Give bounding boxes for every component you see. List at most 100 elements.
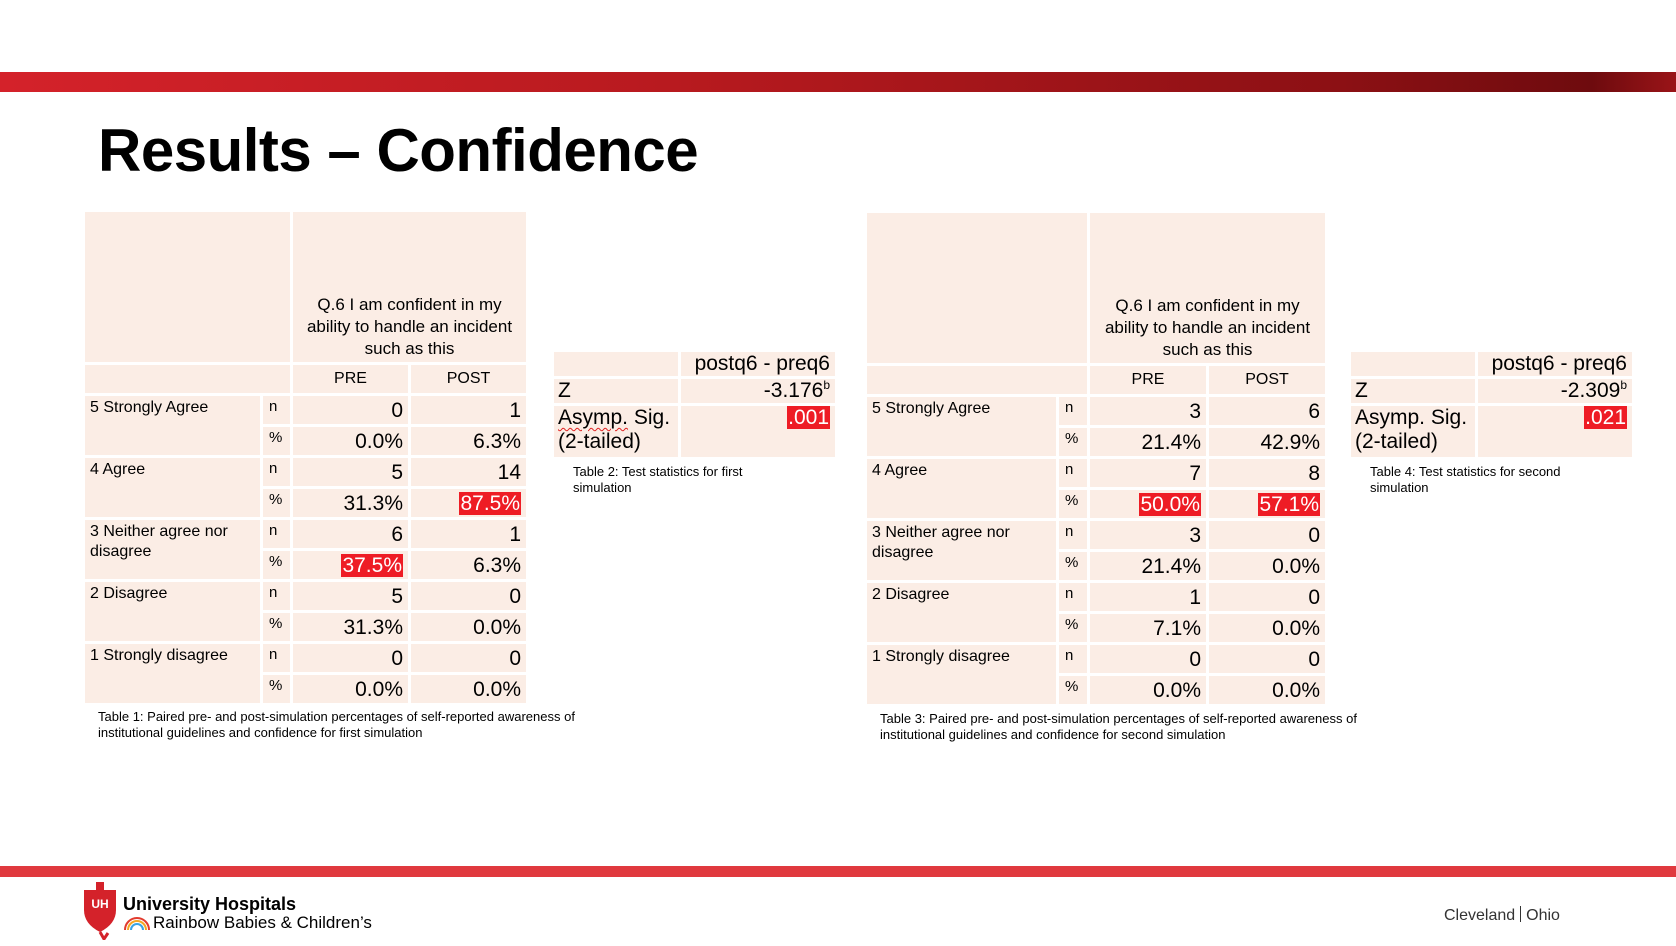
count-cell: 5 [290,579,411,613]
table-row: 1 Strongly disagree n 0 0 [82,641,530,706]
sig-label-tail: (2-tailed) [1355,430,1438,453]
category-label: 3 Neither agree nor disagree [82,517,263,582]
footer-accent-bar [0,866,1676,877]
unit-label: % [260,548,293,582]
table-1-caption: Table 1: Paired pre- and post-simulation… [98,709,575,740]
table-row: 5 Strongly Agree n 3 6 [864,394,1329,459]
unit-label: % [1056,549,1090,583]
org-name: University Hospitals [123,894,297,914]
category-label: 5 Strongly Agree [864,394,1059,459]
unit-label: % [1056,425,1090,459]
question-header: Q.6 I am confident in my ability to hand… [1086,210,1329,366]
col-post-header: POST [1205,363,1329,397]
percent-cell: 21.4% [1087,549,1209,583]
percent-cell: 0.0% [1205,611,1329,645]
count-cell: 0 [290,641,411,675]
highlighted-value: 37.5% [341,554,403,577]
table-3-caption: Table 3: Paired pre- and post-simulation… [880,711,1357,742]
category-label: 1 Strongly disagree [864,642,1059,707]
table-row: 2 Disagree n 1 0 [864,580,1329,645]
unit-label: % [260,424,293,458]
percent-cell: 0.0% [407,672,530,706]
table-row: 2 Disagree n 5 0 [82,579,530,644]
category-label: 1 Strongly disagree [82,641,263,706]
highlighted-value: 87.5% [459,492,522,515]
table-row: % 50.0% 57.1% [866,487,1329,521]
unit-label: n [1056,580,1090,614]
category-label: 2 Disagree [82,579,263,644]
table-2-test-statistics: postq6 - preq6 Z -3.176b Asymp. Sig. (2-t… [551,349,838,460]
count-cell: 0 [407,579,530,613]
footnote-marker: b [823,378,830,392]
table-row: 4 Agree n 5 14 [82,455,530,520]
unit-label: % [260,610,293,644]
unit-label: % [260,672,293,706]
table-row: % 21.4% 42.9% [866,425,1329,459]
category-label: 2 Disagree [864,580,1059,645]
table-header-blank [82,209,293,365]
percent-cell: 0.0% [1205,549,1329,583]
count-cell: 6 [290,517,411,551]
table-1-frequency: Q.6 I am confident in my ability to hand… [82,209,530,706]
count-cell: 0 [407,641,530,675]
table-row: 4 Agree n 7 8 [864,456,1329,521]
percent-cell: 6.3% [407,424,530,458]
z-value-cell: -2.309b [1475,376,1635,406]
question-header: Q.6 I am confident in my ability to hand… [289,209,530,365]
sig-label-cell: Asymp. Sig. (2-tailed) [551,403,681,460]
percent-cell: 0.0% [1087,673,1209,707]
z-label: Z [1348,376,1478,406]
percent-cell: 31.3% [290,610,411,644]
percent-cell: 0.0% [407,610,530,644]
count-cell: 0 [1205,642,1329,676]
count-cell: 0 [1205,580,1329,614]
table-header-blank [82,362,293,396]
unit-label: % [1056,611,1090,645]
percent-cell: 0.0% [290,424,411,458]
rainbow-icon [124,917,150,930]
percent-cell: 42.9% [1205,425,1329,459]
count-cell: 5 [290,455,411,489]
count-cell: 7 [1087,456,1209,490]
footnote-marker: b [1620,378,1627,392]
location-divider [1520,906,1522,922]
unit-label: n [1056,642,1090,676]
table-row: % 0.0% 0.0% [866,673,1329,707]
table-row: 5 Strongly Agree n 0 1 [82,393,530,458]
table-4-test-statistics: postq6 - preq6 Z -2.309b Asymp. Sig. (2-t… [1348,349,1635,460]
percent-cell: 31.3% [290,486,411,520]
stat-header-blank [1348,349,1478,379]
stat-header: postq6 - preq6 [1475,349,1635,379]
unit-label: % [1056,487,1090,521]
sig-label-word: Asymp. [1355,406,1426,430]
table-2-caption: Table 2: Test statistics for first simul… [573,464,743,495]
unit-label: n [1056,456,1090,490]
col-pre-header: PRE [1087,363,1209,397]
table-row: % 37.5% 6.3% [84,548,530,582]
sig-value: .001 [787,406,830,429]
table-row: % 31.3% 87.5% [84,486,530,520]
logo-mark-text: UH [91,897,108,911]
table-row: 3 Neither agree nor disagree n 3 0 [864,518,1329,583]
table-row: 3 Neither agree nor disagree n 6 1 [82,517,530,582]
z-label: Z [551,376,681,406]
category-label: 4 Agree [864,456,1059,521]
percent-cell: 6.3% [407,548,530,582]
count-cell: 0 [1087,642,1209,676]
sig-label-word: Sig. [1430,406,1468,430]
table-3-frequency: Q.6 I am confident in my ability to hand… [864,210,1329,707]
table-row: % 31.3% 0.0% [84,610,530,644]
table-row: 1 Strongly disagree n 0 0 [864,642,1329,707]
count-cell: 1 [1087,580,1209,614]
org-subname: Rainbow Babies & Children’s [153,913,372,932]
count-cell: 0 [290,393,411,427]
count-cell: 14 [407,455,530,489]
sig-value: .021 [1584,406,1627,429]
category-label: 5 Strongly Agree [82,393,263,458]
percent-cell: 37.5% [290,548,411,582]
sig-label-tail: (2-tailed) [558,430,641,453]
sig-label-word: Asymp. [558,406,629,430]
unit-label: n [260,393,293,427]
city-text: Cleveland [1444,907,1516,924]
category-label: 3 Neither agree nor disagree [864,518,1059,583]
